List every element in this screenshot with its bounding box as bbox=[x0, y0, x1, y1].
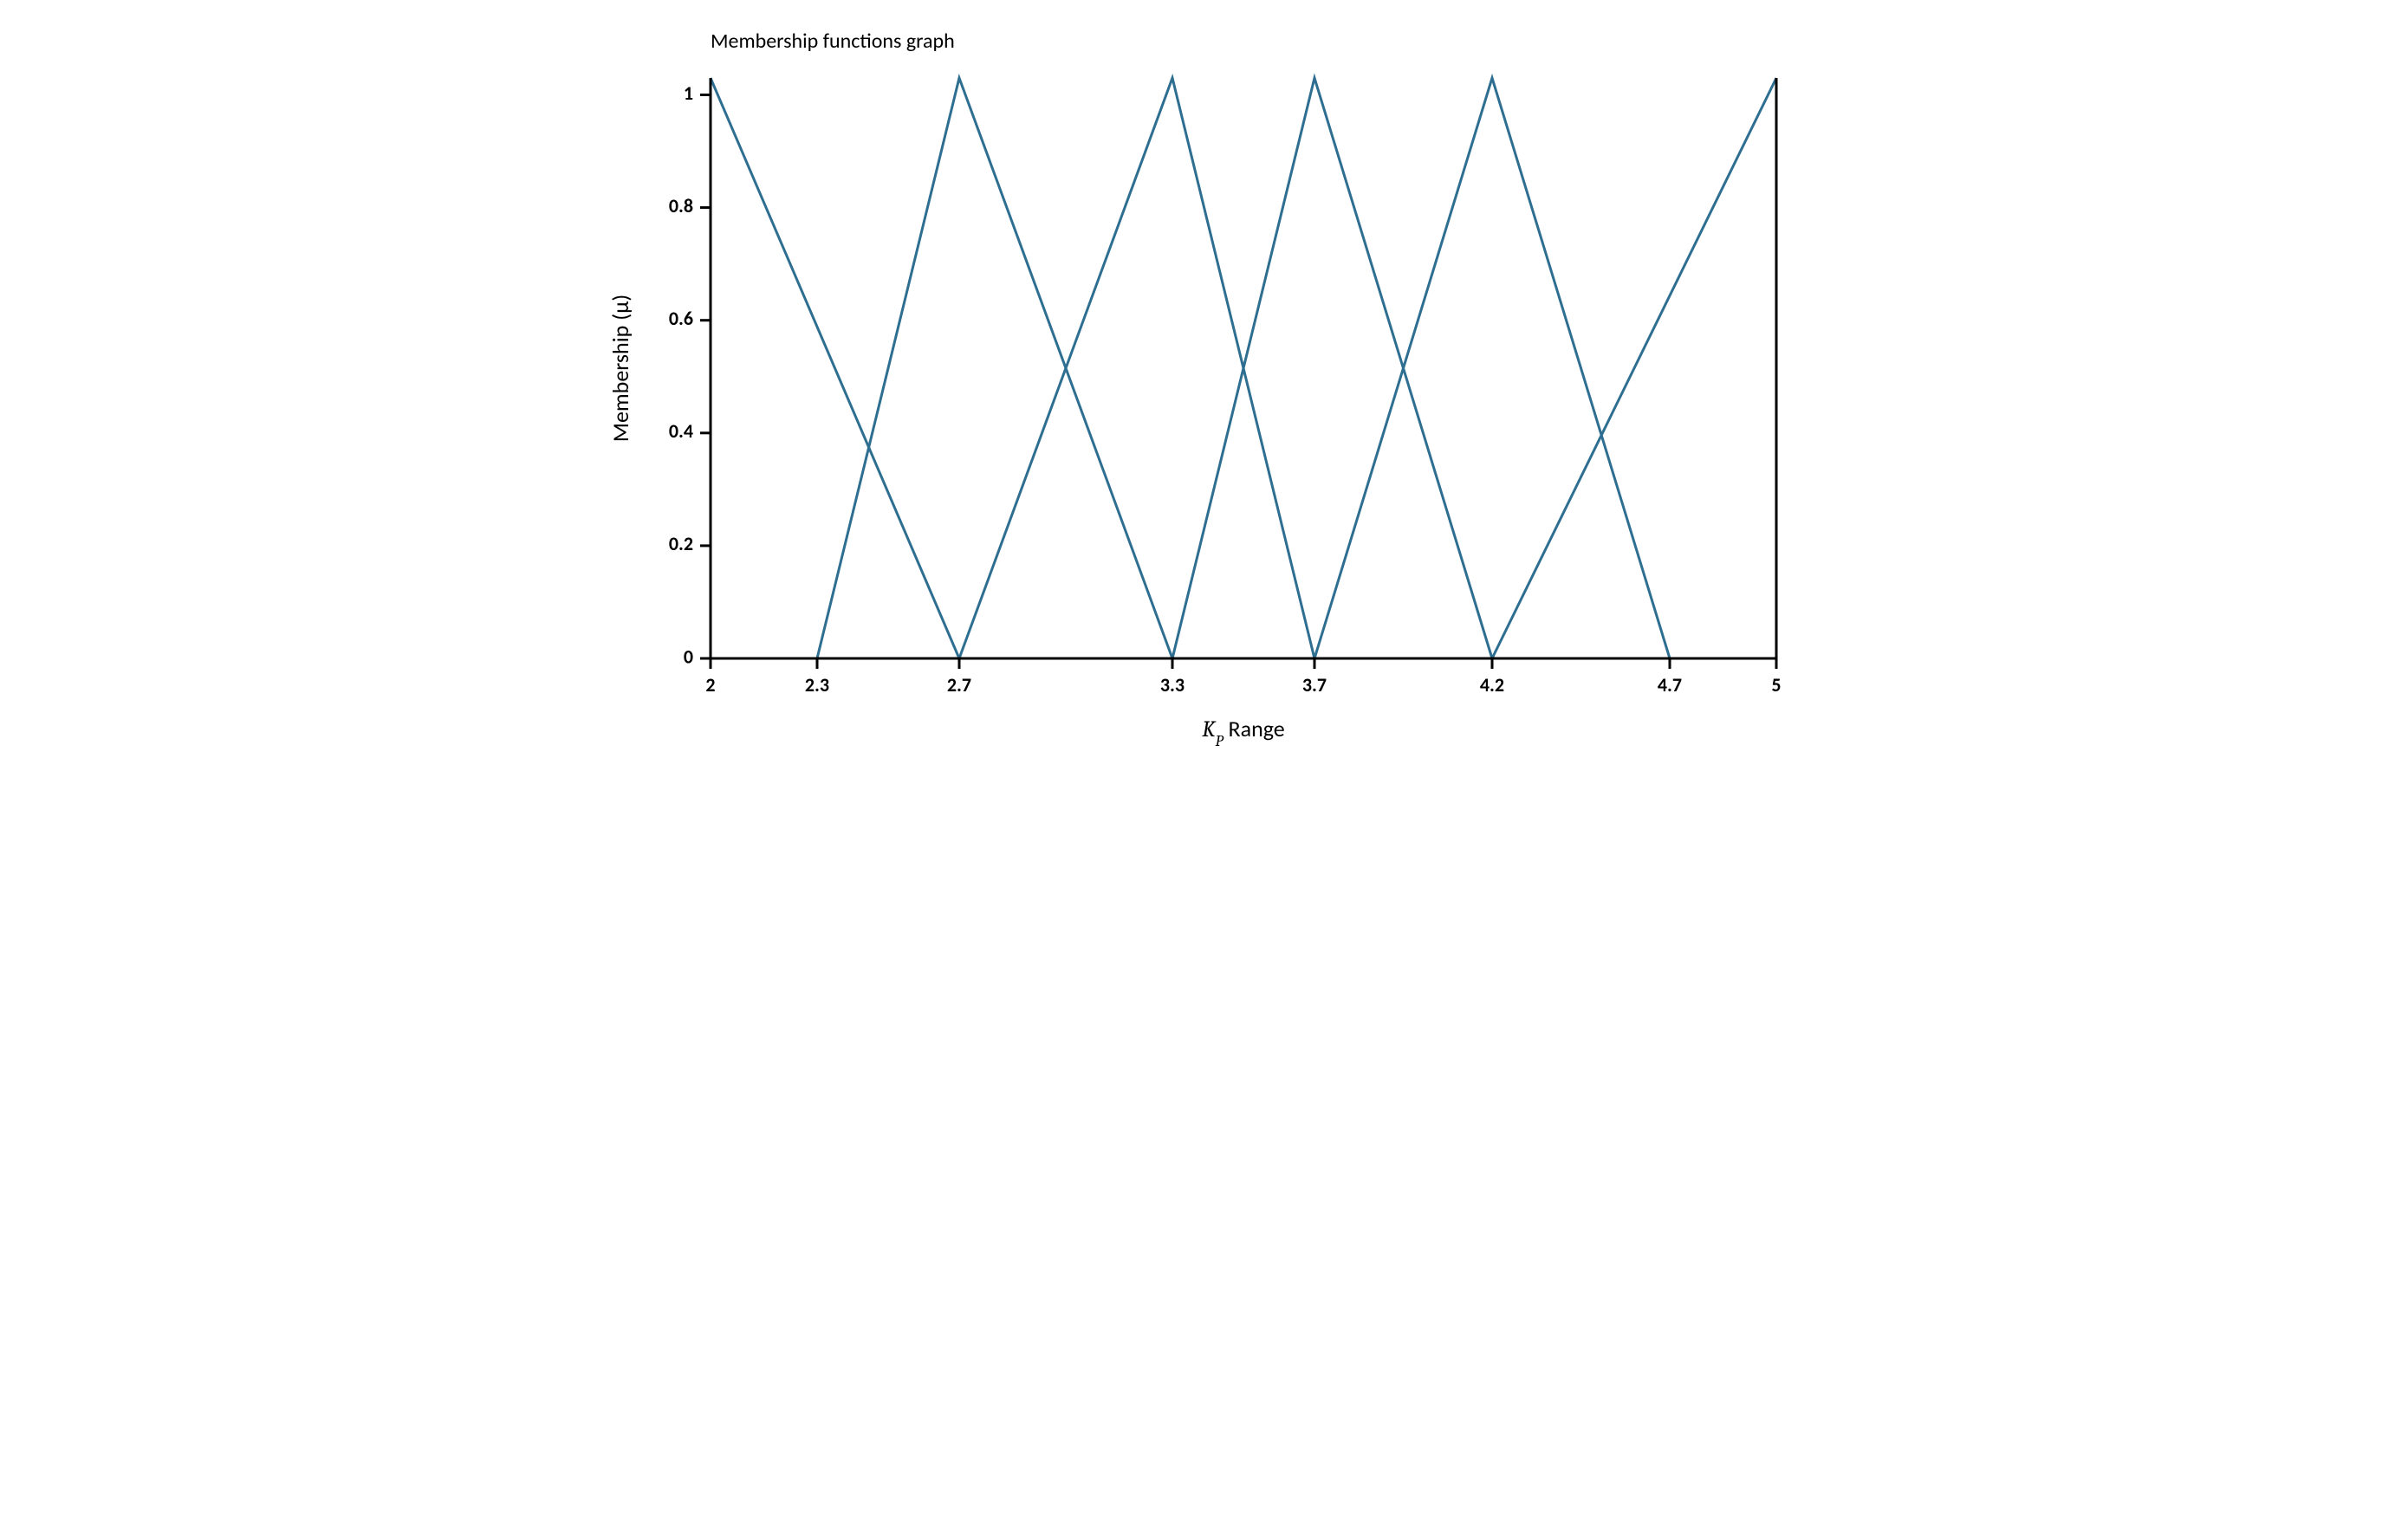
x-tick-label: 2.7 bbox=[946, 673, 970, 697]
chart-container: Membership functions graph 0 0.2 0.4 0.6 0.8 1… bbox=[598, 0, 1811, 780]
x-tick-label: 3.3 bbox=[1159, 673, 1184, 697]
y-axis-label: Membership (µ) bbox=[607, 295, 634, 443]
x-tick-label: 4.2 bbox=[1479, 673, 1503, 697]
chart-background bbox=[598, 0, 1811, 780]
membership-functions-chart: Membership functions graph 0 0.2 0.4 0.6 0.8 1… bbox=[598, 0, 1811, 780]
y-tick-label: 0.6 bbox=[668, 307, 692, 330]
x-tick-label: 2 bbox=[705, 673, 715, 697]
y-tick-label: 0 bbox=[683, 645, 692, 668]
x-tick-label: 3.7 bbox=[1301, 673, 1326, 697]
y-tick-label: 0.2 bbox=[668, 532, 692, 555]
x-tick-label: 4.7 bbox=[1657, 673, 1681, 697]
chart-title: Membership functions graph bbox=[711, 29, 955, 54]
y-tick-label: 1 bbox=[683, 81, 692, 105]
y-tick-label: 0.8 bbox=[668, 194, 692, 217]
x-tick-label: 5 bbox=[1771, 673, 1781, 697]
y-tick-label: 0.4 bbox=[668, 419, 692, 443]
x-tick-label: 2.3 bbox=[804, 673, 828, 697]
